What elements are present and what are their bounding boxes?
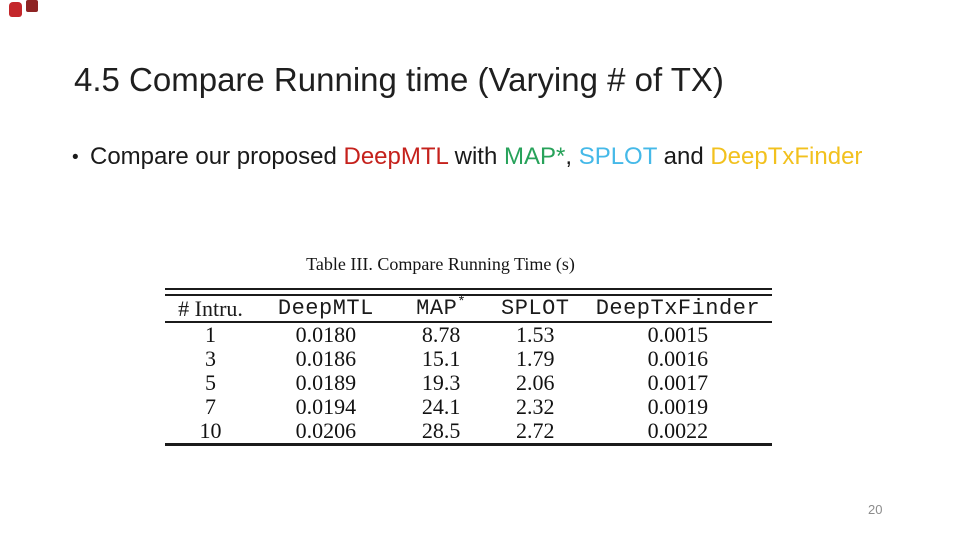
bullet-segment: , [565, 143, 579, 170]
cell-splot: 1.53 [516, 322, 555, 347]
cell-intru: 3 [205, 346, 217, 371]
corner-decoration-icon [9, 2, 22, 17]
table-row: 1 0.0180 8.78 1.53 0.0015 [165, 322, 772, 347]
cell-intru: 10 [199, 418, 222, 443]
cell-map: 28.5 [421, 418, 461, 443]
cell-splot: 2.32 [516, 394, 555, 419]
bullet-segment: with [447, 143, 504, 170]
table-top-rule [165, 288, 772, 296]
page-number: 20 [868, 502, 883, 517]
column-header-deepmtl: DeepMTL [256, 296, 396, 323]
cell-deepmtl: 0.0206 [295, 418, 357, 443]
slide-title: 4.5 Compare Running time (Varying # of T… [74, 61, 724, 98]
cell-splot: 2.72 [516, 418, 555, 443]
cell-deepmtl: 0.0189 [295, 370, 357, 395]
table-row: 7 0.0194 24.1 2.32 0.0019 [165, 395, 772, 419]
cell-deepmtl: 0.0180 [295, 322, 357, 347]
cell-map: 15.1 [421, 346, 461, 371]
cell-map: 24.1 [421, 394, 461, 419]
cell-splot: 1.79 [516, 346, 555, 371]
cell-intru: 5 [205, 370, 217, 395]
running-time-table: Table III. Compare Running Time (s) # In… [165, 252, 772, 446]
cell-deeptxfinder: 0.0017 [647, 370, 709, 395]
cell-map: 19.3 [421, 370, 461, 395]
table-row: 5 0.0189 19.3 2.06 0.0017 [165, 371, 772, 395]
bullet-segment-map: MAP* [503, 143, 566, 170]
table-caption: Table III. Compare Running Time (s) [306, 254, 575, 274]
column-header-intru: # Intru. [165, 296, 257, 323]
bullet-segment-deeptxfinder: DeepTxFinder [710, 143, 863, 170]
cell-deeptxfinder: 0.0015 [647, 322, 709, 347]
cell-deeptxfinder: 0.0016 [647, 346, 709, 371]
corner-decoration-icon [26, 0, 38, 12]
bullet-segment: Compare our proposed [90, 143, 344, 170]
bullet-marker: • [72, 147, 79, 168]
cell-deepmtl: 0.0186 [295, 346, 357, 371]
column-header-deeptxfinder: DeepTxFinder [583, 296, 772, 323]
map-asterisk: * [457, 294, 467, 311]
bullet-line: • Compare our proposed DeepMTL with MAP*,… [72, 141, 942, 174]
cell-deepmtl: 0.0194 [295, 394, 357, 419]
bullet-segment-splot: SPLOT [578, 143, 657, 170]
cell-map: 8.78 [421, 322, 461, 347]
cell-intru: 7 [205, 394, 217, 419]
column-header-splot: SPLOT [486, 296, 584, 323]
cell-deeptxfinder: 0.0022 [647, 418, 709, 443]
bullet-segment-deepmtl: DeepMTL [343, 143, 448, 170]
table-row: 10 0.0206 28.5 2.72 0.0022 [165, 419, 772, 445]
cell-splot: 2.06 [516, 370, 555, 395]
bullet-segment: and [656, 143, 711, 170]
cell-intru: 1 [205, 322, 217, 347]
table-header-row: # Intru. DeepMTL MAP* SPLOT DeepTxFinder [165, 294, 772, 323]
column-header-map: MAP* [395, 294, 487, 323]
cell-deeptxfinder: 0.0019 [647, 394, 709, 419]
table-row: 3 0.0186 15.1 1.79 0.0016 [165, 347, 772, 371]
